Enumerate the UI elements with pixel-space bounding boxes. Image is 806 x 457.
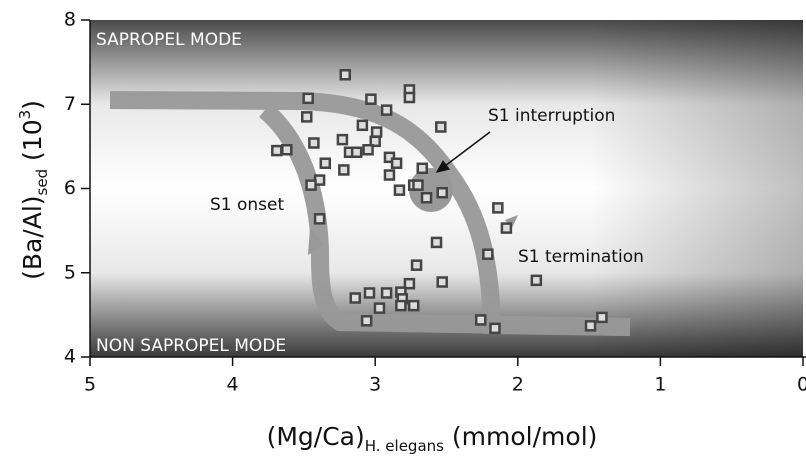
- data-point: [584, 320, 597, 332]
- arrow-head: [505, 215, 518, 228]
- data-point: [412, 179, 424, 191]
- data-point: [436, 276, 448, 288]
- y-axis-label: (Ba/Al)sed (103): [16, 100, 51, 280]
- data-point: [395, 299, 407, 312]
- onset-arrow: [258, 103, 631, 336]
- y-tick-label: 4: [64, 346, 76, 368]
- data-point: [410, 259, 423, 271]
- y-tick-label: 6: [64, 177, 76, 199]
- x-axis-label: (Mg/Ca)H. elegans (mmol/mol): [267, 422, 598, 455]
- data-point: [271, 144, 283, 157]
- data-point: [474, 314, 487, 326]
- data-point: [489, 322, 501, 335]
- arrow-head: [308, 228, 325, 255]
- x-tick-label: 1: [654, 374, 666, 396]
- data-point: [350, 146, 363, 159]
- data-point: [336, 133, 349, 146]
- data-point: [356, 119, 369, 132]
- data-point: [435, 121, 447, 133]
- data-point: [390, 157, 403, 169]
- data-point: [365, 93, 377, 105]
- data-point: [305, 179, 317, 191]
- data-point: [373, 302, 386, 314]
- data-point: [436, 186, 448, 199]
- x-tick-label: 5: [84, 374, 96, 396]
- data-point: [420, 192, 433, 204]
- data-point: [338, 164, 350, 176]
- data-point: [380, 104, 393, 116]
- data-point: [403, 91, 416, 104]
- data-point: [339, 69, 352, 81]
- data-point: [308, 137, 320, 149]
- annotation: S1 interruption: [488, 106, 615, 126]
- y-tick-label: 5: [64, 261, 76, 283]
- data-point: [383, 151, 396, 164]
- data-point: [302, 92, 314, 105]
- interruption-blob: [409, 168, 453, 212]
- data-point: [482, 248, 494, 260]
- data-point: [313, 213, 326, 225]
- annotation-arrow: [435, 131, 491, 173]
- data-point: [393, 184, 406, 196]
- data-point: [301, 111, 313, 123]
- data-point: [407, 299, 420, 312]
- data-point: [500, 222, 513, 234]
- x-tick-label: 4: [227, 374, 239, 396]
- data-point: [360, 315, 373, 327]
- arrows: [109, 91, 631, 336]
- data-point: [319, 157, 332, 169]
- data-point: [530, 274, 543, 287]
- annotation: S1 termination: [518, 247, 644, 267]
- data-point: [492, 202, 504, 214]
- annotation: S1 onset: [210, 195, 285, 215]
- data-point: [596, 311, 608, 324]
- data-point: [416, 162, 429, 175]
- data-point: [370, 126, 383, 138]
- data-point: [363, 287, 376, 299]
- mode-label: NON SAPROPEL MODE: [96, 336, 286, 356]
- y-tick-label: 8: [64, 9, 76, 31]
- mode-label: SAPROPEL MODE: [96, 30, 242, 50]
- y-tick-label: 7: [64, 93, 76, 115]
- data-point: [349, 292, 361, 304]
- data-point: [383, 169, 396, 181]
- data-point: [380, 287, 393, 299]
- data-point: [281, 143, 293, 156]
- x-tick-label: 0: [797, 374, 806, 396]
- x-tick-label: 3: [369, 374, 381, 396]
- data-point: [403, 277, 416, 290]
- x-tick-label: 2: [512, 374, 524, 396]
- data-point: [430, 236, 443, 249]
- data-point: [362, 143, 374, 156]
- data-point: [369, 135, 381, 148]
